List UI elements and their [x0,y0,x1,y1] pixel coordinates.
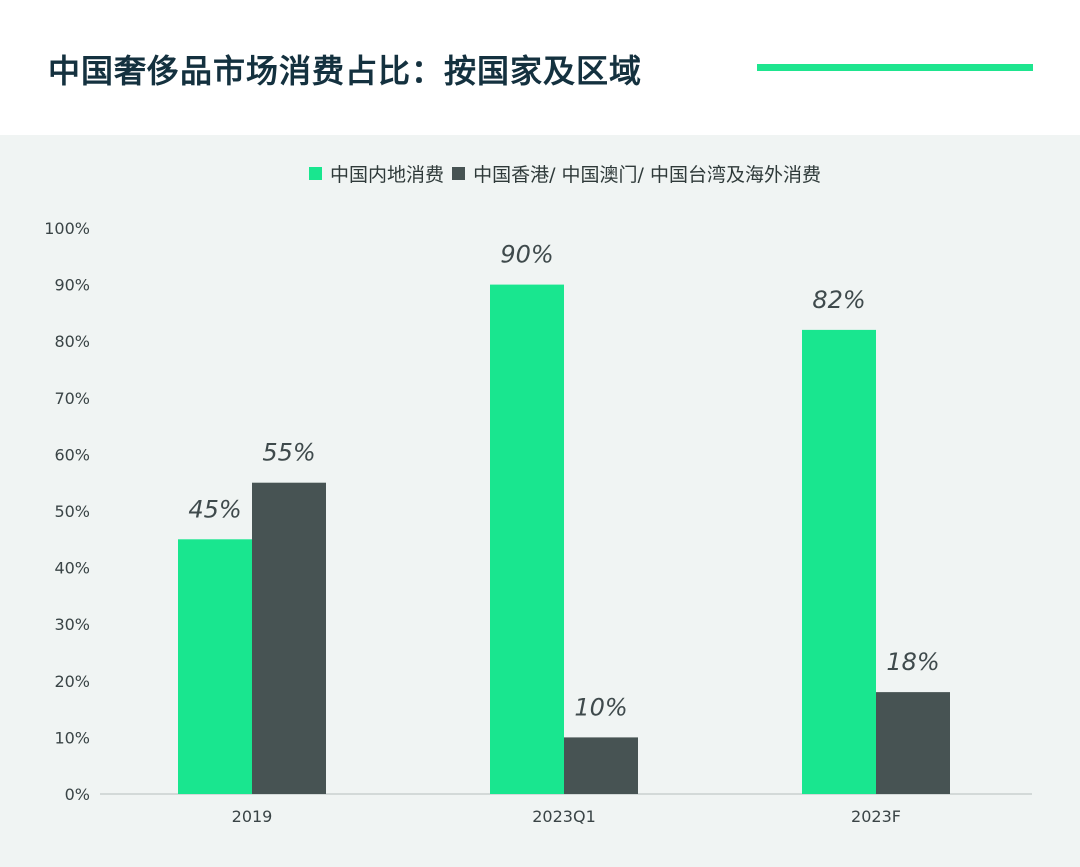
y-tick-label: 90% [54,276,90,295]
data-label: 10% [574,693,627,721]
y-tick-label: 70% [54,389,90,408]
title-accent-rule [757,64,1033,71]
y-tick-label: 10% [54,728,90,747]
y-tick-label: 40% [54,559,90,578]
x-category-label: 2023Q1 [532,807,596,826]
bar-hk-macao-taiwan-overseas-2019 [252,482,326,794]
chart-legend: 中国内地消费 中国香港/ 中国澳门/ 中国台湾及海外消费 [0,160,1080,187]
y-tick-label: 80% [54,332,90,351]
y-tick-label: 100% [44,219,90,238]
y-tick-label: 20% [54,672,90,691]
data-label: 90% [500,241,553,269]
page-title: 中国奢侈品市场消费占比：按国家及区域 [48,52,643,90]
y-tick-label: 30% [54,615,90,634]
x-category-label: 2019 [232,807,273,826]
y-tick-label: 0% [65,785,90,804]
legend-label-hk-macao-taiwan-overseas: 中国香港/ 中国澳门/ 中国台湾及海外消费 [473,164,821,186]
legend-item-hk-macao-taiwan-overseas: 中国香港/ 中国澳门/ 中国台湾及海外消费 [452,160,821,187]
bar-mainland-2023F [802,329,876,794]
y-tick-label: 60% [54,445,90,464]
data-label: 55% [262,439,315,467]
x-category-label: 2023F [851,807,901,826]
header: 中国奢侈品市场消费占比：按国家及区域 [0,0,1080,135]
bar-hk-macao-taiwan-overseas-2023Q1 [564,737,638,794]
data-label: 45% [188,495,241,523]
y-tick-label: 50% [54,502,90,521]
data-label: 18% [886,648,939,676]
bar-hk-macao-taiwan-overseas-2023F [876,692,950,794]
legend-swatch-hk-macao-taiwan-overseas [452,167,466,180]
bar-mainland-2023Q1 [490,284,564,794]
legend-item-mainland: 中国内地消费 [309,160,444,187]
bar-mainland-2019 [178,539,252,794]
legend-label-mainland: 中国内地消费 [330,164,445,186]
legend-swatch-mainland [309,167,323,180]
data-label: 82% [812,286,865,314]
